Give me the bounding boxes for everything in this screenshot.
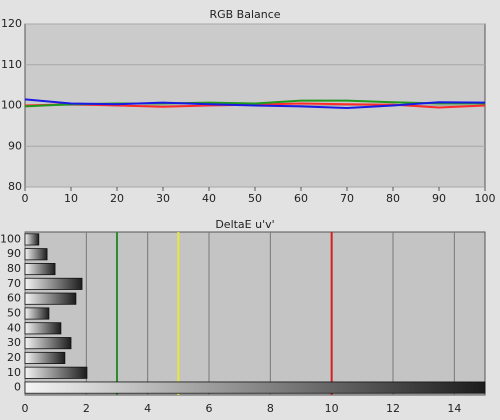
plot-area [24,231,486,396]
chart-title: DeltaE u'v' [215,218,274,231]
bar [24,248,48,261]
bar [24,292,77,305]
y-tick-label: 70 [7,277,21,290]
y-tick-label: 40 [7,321,21,334]
y-tick-label: 120 [1,17,22,30]
y-tick-label: 100 [1,99,22,112]
bar [24,277,83,290]
x-tick-label: 0 [22,402,29,415]
x-tick-label: 10 [325,402,339,415]
x-tick-label: 20 [110,192,124,205]
x-tick-label: 0 [22,192,29,205]
bar [24,263,56,276]
x-tick-label: 80 [386,192,400,205]
y-tick-label: 90 [7,247,21,260]
bar [24,381,486,394]
bar [24,307,50,320]
y-tick-label: 80 [8,180,22,193]
series-line [24,98,486,109]
x-tick-label: 4 [144,402,151,415]
chart-title: RGB Balance [209,8,280,21]
x-tick-label: 10 [64,192,78,205]
x-tick-label: 8 [267,402,274,415]
x-tick-label: 50 [248,192,262,205]
bar [24,233,40,246]
x-tick-label: 90 [432,192,446,205]
bar [24,337,72,350]
y-tick-label: 90 [8,139,22,152]
y-tick-label: 10 [7,366,21,379]
bar [24,366,88,379]
y-tick-label: 60 [7,292,21,305]
bar [24,322,62,335]
y-tick-label: 0 [14,381,21,394]
x-tick-label: 12 [386,402,400,415]
x-tick-label: 40 [202,192,216,205]
x-tick-label: 2 [83,402,90,415]
bar [24,351,66,364]
y-tick-label: 30 [7,336,21,349]
x-tick-label: 60 [294,192,308,205]
x-tick-label: 70 [340,192,354,205]
y-tick-label: 100 [0,232,21,245]
x-tick-label: 30 [156,192,170,205]
x-tick-label: 14 [447,402,461,415]
y-tick-label: 50 [7,307,21,320]
y-tick-label: 110 [1,58,22,71]
x-tick-label: 100 [475,192,496,205]
x-tick-label: 6 [206,402,213,415]
y-tick-label: 20 [7,351,21,364]
y-tick-label: 80 [7,262,21,275]
